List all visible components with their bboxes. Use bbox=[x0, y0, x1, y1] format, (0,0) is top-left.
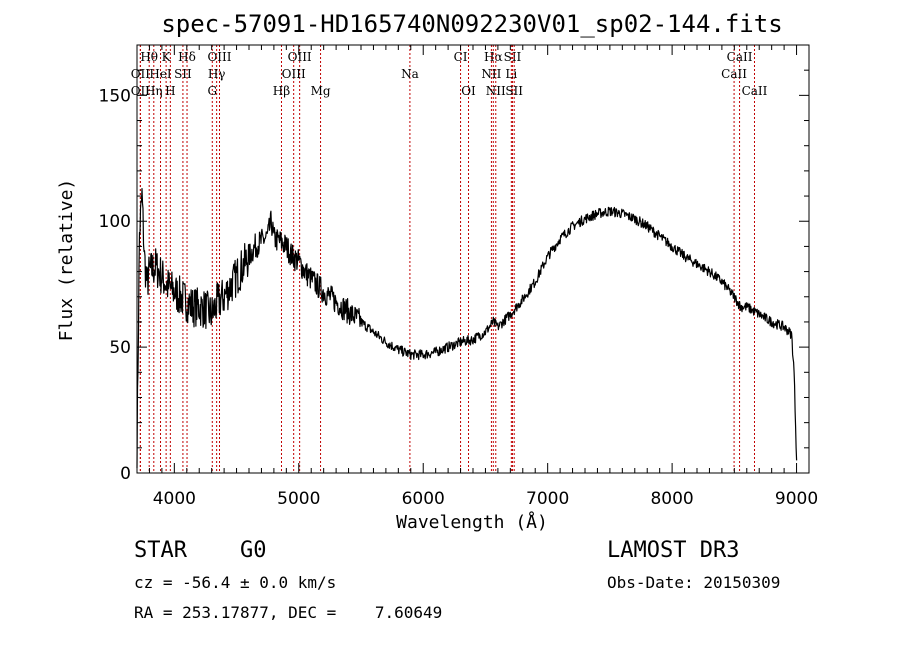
spectral-line-label: G bbox=[207, 84, 217, 98]
x-tick-label: 6000 bbox=[402, 489, 445, 509]
spectral-line-label: CaII bbox=[742, 84, 768, 98]
spectral-line-label: CI bbox=[454, 50, 468, 64]
y-tick-label: 50 bbox=[109, 338, 131, 358]
x-tick-label: 5000 bbox=[277, 489, 320, 509]
spectral-line-label: Hα bbox=[484, 50, 503, 64]
spectral-line-label: CaII bbox=[721, 67, 747, 81]
chart-title: spec-57091-HD165740N092230V01_sp02-144.f… bbox=[161, 10, 782, 38]
spectral-line-label: H bbox=[165, 84, 175, 98]
object-subclass: G0 bbox=[240, 538, 267, 563]
spectral-line-label: Hδ bbox=[178, 50, 196, 64]
y-axis: 0 50 100 150 bbox=[99, 69, 809, 484]
y-tick-label: 0 bbox=[120, 464, 131, 484]
x-tick-label: 9000 bbox=[775, 489, 818, 509]
spectral-line-label: NII bbox=[481, 67, 501, 81]
survey-name: LAMOST DR3 bbox=[607, 538, 740, 563]
x-tick-label: 4000 bbox=[153, 489, 196, 509]
sky-coordinates: RA = 253.17877, DEC = 7.60649 bbox=[134, 603, 443, 622]
spectrum-chart: spec-57091-HD165740N092230V01_sp02-144.f… bbox=[56, 10, 818, 533]
spectral-line-label: OI bbox=[461, 84, 476, 98]
observation-date: Obs-Date: 20150309 bbox=[607, 573, 781, 592]
x-axis: 4000 5000 6000 7000 8000 9000 bbox=[148, 45, 818, 509]
spectral-line-label: SII bbox=[504, 50, 522, 64]
y-tick-label: 100 bbox=[99, 212, 131, 232]
y-tick-label: 150 bbox=[99, 86, 131, 106]
spectral-line-label: Hθ bbox=[140, 50, 158, 64]
spectral-line-label: Hβ bbox=[273, 84, 290, 98]
spectral-line-label: Hγ bbox=[208, 67, 226, 81]
spectral-line-label: K bbox=[162, 50, 172, 64]
redshift-cz: cz = -56.4 ± 0.0 km/s bbox=[134, 573, 337, 592]
spectral-line-label: OIII bbox=[282, 67, 306, 81]
spectrum-series-line bbox=[136, 188, 798, 469]
spectral-line-label: OII bbox=[131, 84, 151, 98]
x-tick-label: 7000 bbox=[526, 489, 569, 509]
object-class: STAR bbox=[134, 538, 187, 563]
spectral-line-label: SII bbox=[505, 84, 523, 98]
spectral-line-label: OIII bbox=[288, 50, 312, 64]
spectral-line-label: OIII bbox=[207, 50, 231, 64]
spectral-line-label: Li bbox=[505, 67, 517, 81]
spectral-line-label: Na bbox=[401, 67, 419, 81]
spectral-line-label: NII bbox=[486, 84, 506, 98]
spectral-line-label: Hη bbox=[145, 84, 163, 98]
spectral-line-label: CaII bbox=[727, 50, 753, 64]
y-axis-label: Flux (relative) bbox=[56, 179, 77, 342]
spectral-line-label: Mg bbox=[311, 84, 331, 98]
spectral-line-label: SII bbox=[174, 67, 192, 81]
x-axis-label: Wavelength (Å) bbox=[396, 511, 548, 533]
spectral-line-label: HeI bbox=[149, 67, 172, 81]
x-tick-label: 8000 bbox=[650, 489, 693, 509]
